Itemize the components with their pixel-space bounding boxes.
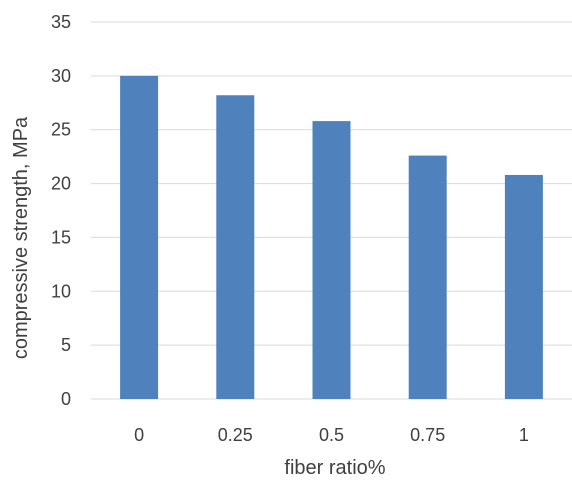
x-tick-label: 0.5 [319, 425, 344, 445]
y-tick-label: 5 [61, 335, 71, 355]
x-tick-label: 0.25 [218, 425, 253, 445]
bars [120, 75, 543, 400]
bar-0.5 [312, 121, 351, 400]
y-tick-label: 15 [51, 227, 71, 247]
bar-1 [504, 174, 543, 399]
x-tick-label: 1 [519, 425, 529, 445]
y-tick-label: 0 [61, 389, 71, 409]
x-tick-label: 0.75 [410, 425, 445, 445]
y-tick-label: 30 [51, 66, 71, 86]
y-axis-title: compressive strength, MPa [10, 116, 32, 359]
bar-0.25 [216, 95, 255, 399]
y-tick-label: 25 [51, 120, 71, 140]
bar-0 [120, 75, 159, 399]
y-tick-label: 35 [51, 12, 71, 32]
y-tick-labels: 0 5 10 15 20 25 30 35 [51, 12, 71, 409]
y-tick-label: 10 [51, 281, 71, 301]
x-tick-label: 0 [134, 425, 144, 445]
x-axis-title: fiber ratio% [284, 457, 385, 479]
bar-0.75 [408, 155, 447, 399]
y-tick-label: 20 [51, 174, 71, 194]
x-tick-labels: 0 0.25 0.5 0.75 1 [134, 425, 529, 445]
